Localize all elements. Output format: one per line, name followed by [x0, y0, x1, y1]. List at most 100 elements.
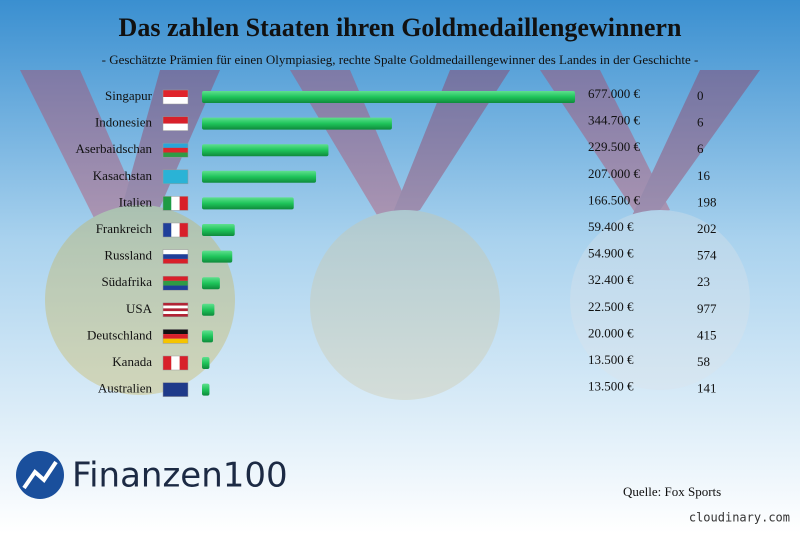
category-label: Frankreich [96, 221, 153, 236]
flag [163, 334, 188, 339]
bar [202, 91, 575, 103]
value-label: 54.900 € [588, 246, 634, 261]
category-label: Kanada [112, 354, 152, 369]
flag [163, 196, 172, 211]
flag [163, 143, 188, 148]
value-label: 207.000 € [588, 166, 641, 181]
bar [202, 357, 210, 369]
bar [202, 250, 233, 263]
flag [163, 254, 188, 259]
value-label: 13.500 € [588, 379, 634, 394]
flag [179, 356, 188, 370]
flag [171, 196, 180, 211]
flag [163, 308, 188, 312]
category-label: Südafrika [101, 274, 152, 289]
source: Quelle: Fox Sports [623, 484, 721, 499]
bar [202, 197, 294, 210]
flag-border [162, 222, 189, 238]
value-label: 344.700 € [588, 113, 641, 128]
gold-medalists: 23 [697, 274, 710, 289]
medal-decoration [20, 70, 760, 400]
bar [202, 224, 235, 236]
flag [163, 382, 188, 397]
gold-medalists: 0 [697, 88, 704, 103]
category-label: Italien [119, 194, 153, 209]
category-label: Aserbaidschan [75, 141, 152, 156]
value-label: 166.500 € [588, 192, 641, 207]
flag [171, 356, 180, 370]
category-label: Singapur [105, 88, 153, 103]
value-label: 229.500 € [588, 139, 641, 154]
watermark: cloudinary.com [689, 511, 790, 525]
gold-medalists: 198 [697, 194, 717, 209]
flag-border [162, 89, 189, 105]
flag [163, 258, 188, 264]
flag [163, 90, 188, 97]
chart-subtitle: - Geschätzte Prämien für einen Olympiasi… [102, 52, 699, 67]
flag-border [162, 169, 189, 185]
flag [163, 123, 188, 131]
value-label: 59.400 € [588, 219, 634, 234]
gold-medalists: 58 [697, 354, 710, 369]
gold-medalists: 141 [697, 381, 717, 396]
flag [163, 249, 188, 255]
flag-border [162, 302, 189, 318]
value-label: 13.500 € [588, 352, 634, 367]
bar [202, 277, 220, 290]
flag [163, 169, 188, 184]
flag-border [162, 249, 189, 264]
logo-icon-line [22, 460, 58, 490]
flag [179, 196, 188, 211]
flag-border [162, 196, 189, 211]
flag [163, 338, 188, 344]
category-label: Australien [98, 381, 153, 396]
flag-border [162, 116, 189, 131]
bar [202, 383, 210, 396]
bar [202, 144, 329, 157]
category-label: Kasachstan [93, 168, 153, 183]
bar [202, 303, 215, 316]
flag [163, 305, 188, 309]
flag [163, 276, 188, 281]
flag [163, 285, 188, 291]
gold-medalists: 574 [697, 248, 717, 263]
flag [163, 280, 188, 286]
category-label: Deutschland [87, 327, 152, 342]
gold-medalists: 415 [697, 327, 717, 342]
flag-border [162, 355, 189, 371]
flag [163, 116, 188, 124]
flag [163, 152, 188, 158]
flag-border [162, 382, 189, 397]
bar [202, 117, 392, 130]
gold-medalists: 6 [697, 115, 704, 130]
value-label: 32.400 € [588, 272, 634, 287]
flag [163, 147, 188, 153]
flag [163, 356, 172, 370]
category-label: USA [126, 301, 153, 316]
value-label: 22.500 € [588, 299, 634, 314]
flag [163, 223, 172, 237]
flag [163, 302, 188, 306]
bar [202, 170, 317, 183]
category-label: Indonesien [95, 115, 153, 130]
flag [163, 97, 188, 104]
flag [171, 223, 180, 237]
gold-medalists: 202 [697, 221, 717, 236]
gold-medalists: 6 [697, 141, 704, 156]
flag [163, 314, 188, 317]
flag [163, 329, 188, 335]
flag-border [162, 275, 189, 291]
gold-medalists: 977 [697, 301, 717, 316]
flag [179, 223, 188, 237]
bar [202, 330, 214, 343]
value-label: 20.000 € [588, 325, 634, 340]
category-label: Russland [104, 248, 152, 263]
flag [163, 311, 188, 314]
value-label: 677.000 € [588, 86, 641, 101]
gold-medalists: 16 [697, 168, 711, 183]
flag-border [162, 142, 189, 158]
flag-border [162, 329, 189, 344]
chart-title: Das zahlen Staaten ihren Goldmedaillenge… [119, 13, 682, 42]
